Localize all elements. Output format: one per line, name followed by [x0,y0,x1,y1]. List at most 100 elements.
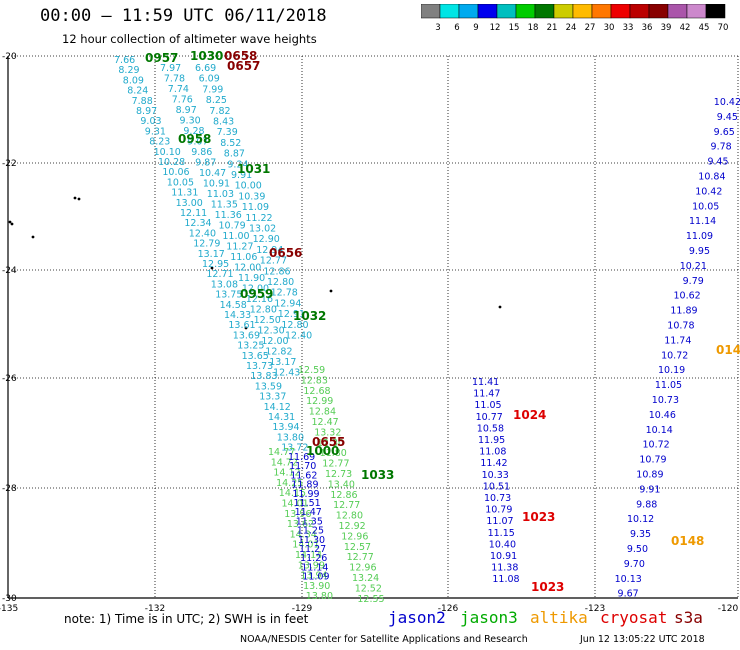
wave-height-value: 13.02 [249,224,276,235]
wave-height-value: 13.24 [352,573,379,584]
pass-time-label: 0658 [224,49,257,63]
wave-height-value: 9.50 [627,544,648,555]
wave-height-value: 12.92 [339,521,366,532]
pass-time-label: 0959 [240,287,273,301]
wave-height-value: 10.78 [667,321,694,332]
wave-height-value: 14.58 [220,300,247,311]
wave-height-value: 10.05 [692,201,719,212]
wave-height-value: 8.52 [220,138,241,149]
wave-height-value: 12.73 [325,469,352,480]
wave-height-value: 11.99 [292,489,319,500]
wave-height-value: 7.82 [209,106,230,117]
legend-label: 24 [566,23,577,33]
wave-height-value: 12.90 [253,234,280,245]
wave-height-value: 12.30 [317,438,344,449]
wave-height-value: 10.89 [636,470,663,481]
island-dot [498,305,502,309]
wave-height-value: 6.09 [199,74,220,85]
wave-height-value: 14.15 [279,488,306,499]
wave-height-value: 11.08 [492,574,519,585]
lon-label: -126 [438,604,459,614]
wave-height-value: 10.79 [219,221,246,232]
wave-height-value: 10.77 [476,412,503,423]
wave-height-value: 12.59 [298,365,325,376]
lat-label: -28 [2,484,17,494]
wave-height-value: 10.00 [235,181,262,192]
wave-height-value: 13.37 [259,392,286,403]
wave-height-value: 10.06 [162,167,189,178]
wave-height-value: 11.05 [474,400,501,411]
wave-height-value: 13.73 [246,361,273,372]
wave-height-value: 13.65 [242,351,269,362]
wave-height-value: 12.94 [274,298,301,309]
wave-height-value: 10.13 [615,574,642,585]
page-subtitle: 12 hour collection of altimeter wave hei… [62,32,317,46]
wave-height-value: 14.31 [268,412,295,423]
pass-time-label: 0148 [716,343,740,357]
legend-label: 27 [585,23,596,33]
wave-height-value: 8.25 [206,95,227,106]
wave-height-value: 8.97 [176,105,197,116]
wave-height-value: 11.35 [211,200,238,211]
wave-height-value: 9.03 [140,116,161,127]
wave-height-value: 12.78 [271,288,298,299]
wave-height-value: 7.39 [217,127,238,138]
wave-height-value: 14.01 [282,499,309,510]
wave-height-value: 13.59 [255,381,282,392]
wave-height-value: 9.88 [636,499,657,510]
island-dot [77,197,81,201]
wave-height-value: 11.14 [301,562,328,573]
wave-height-value: 12.86 [330,490,357,501]
wave-height-value: 12.40 [285,331,312,342]
wave-height-value: 11.22 [245,213,272,224]
wave-height-value: 12.40 [189,228,216,239]
legend-label: 70 [718,23,728,33]
wave-height-value: 9.87 [195,158,216,169]
wave-height-value: 11.62 [290,470,317,481]
wave-height-value: 14.25 [276,478,303,489]
wave-height-value: 14.77 [268,447,295,458]
wave-height-value: 6.69 [195,63,216,74]
wave-height-value: 7.97 [160,63,181,74]
wave-height-value: 11.05 [655,380,682,391]
wave-height-value: 12.77 [347,552,374,563]
wave-height-value: 12.96 [341,531,368,542]
wave-height-value: 10.91 [203,179,230,190]
wave-height-value: 10.72 [661,350,688,361]
wave-height-value: 12.91 [278,309,305,320]
wave-height-value: 13.62 [287,519,314,530]
wave-height-value: 10.58 [477,423,504,434]
wave-height-value: 11.15 [488,528,515,539]
wave-height-value: 10.84 [698,172,725,183]
wave-height-value: 12.84 [309,407,336,418]
wave-height-value: 11.09 [242,202,269,213]
wave-height-value: 8.87 [224,149,245,160]
wave-height-value: 8.29 [118,65,139,76]
island-dot [73,196,77,200]
wave-height-value: 9.24 [227,159,248,170]
legend-label: 21 [547,23,558,33]
pass-time-label: 0958 [178,132,211,146]
wave-height-value: 10.91 [490,551,517,562]
satellite-label-jason2: jason2 [388,608,446,627]
wave-height-value: 8.43 [213,117,234,128]
pass-time-label: 0657 [227,59,260,73]
wave-height-value: 13.83 [250,371,277,382]
wave-height-value: 11.69 [288,452,315,463]
wave-height-value: 11.47 [473,389,500,400]
wave-height-value: 9.79 [683,276,704,287]
wave-height-value: 12.71 [206,269,233,280]
wave-height-value: 9.30 [180,116,201,127]
island-dot [210,266,214,270]
wave-height-value: 13.80 [277,432,304,443]
wave-height-value: 10.46 [649,410,676,421]
wave-height-value: 11.90 [238,273,265,284]
wave-height-value: 10.73 [484,493,511,504]
satellite-label-altika: altika [530,608,588,627]
wave-height-value: 9.45 [717,112,738,123]
lat-label: -26 [2,374,17,384]
pass-time-label: 0655 [312,435,345,449]
island-dot [10,222,14,226]
wave-height-value: 11.00 [222,231,249,242]
